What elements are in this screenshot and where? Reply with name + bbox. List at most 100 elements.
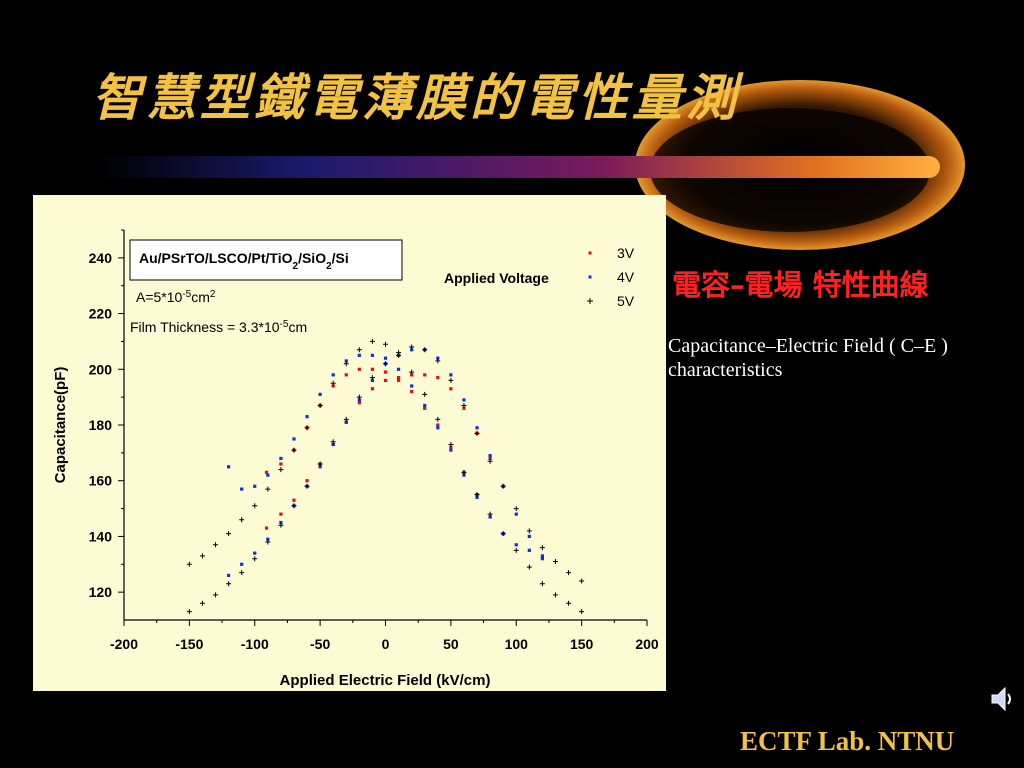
- area-annotation: A=5*10-5cm2: [136, 289, 216, 305]
- point-4v: [279, 456, 283, 461]
- point-5v: [539, 545, 545, 551]
- point-5v: [383, 341, 388, 347]
- point-5v: [552, 559, 558, 564]
- point-5v: [291, 447, 297, 453]
- point-5v: [566, 600, 572, 606]
- point-4v: [318, 392, 322, 396]
- point-4v: [396, 367, 401, 371]
- point-5v: [579, 578, 585, 584]
- point-3v: [423, 406, 427, 410]
- point-3v: [305, 479, 309, 483]
- point-5v: [448, 442, 454, 447]
- point-5v: [487, 458, 493, 464]
- point-4v: [449, 373, 453, 377]
- legend-marker-3v: [588, 251, 592, 255]
- point-4v: [266, 473, 270, 477]
- point-5v: [278, 467, 284, 473]
- legend-label-4v: 4V: [617, 269, 635, 285]
- point-5v: [265, 486, 271, 492]
- subtitle-english-line1: Capacitance–Electric Field ( C–E ): [668, 335, 948, 357]
- point-4v: [331, 373, 335, 377]
- point-4v: [449, 448, 453, 452]
- point-3v: [344, 373, 348, 377]
- point-5v: [317, 461, 323, 467]
- x-ticks: -200 -150 -100 -50 0 50 100 150 200: [110, 620, 659, 652]
- gradient-bar-shape: [95, 156, 940, 178]
- point-5v: [239, 517, 245, 523]
- y-tick-label: 200: [89, 361, 113, 377]
- point-4v: [240, 487, 244, 491]
- legend-marker-5v: [587, 298, 593, 304]
- point-5v: [239, 570, 245, 576]
- x-tick-label: 200: [635, 636, 659, 652]
- point-4v: [383, 356, 388, 360]
- point-5v: [186, 609, 192, 615]
- speaker-icon[interactable]: [988, 684, 1016, 714]
- point-4v: [357, 398, 361, 402]
- point-5v: [330, 439, 336, 445]
- x-axis-label: Applied Electric Field (kV/cm): [280, 672, 491, 689]
- point-5v: [461, 403, 467, 408]
- x-tick-label: -50: [310, 636, 330, 652]
- point-5v: [500, 531, 506, 537]
- x-tick-label: -200: [110, 636, 138, 652]
- point-4v: [344, 420, 348, 424]
- subtitle-english-line2: characteristics: [668, 359, 783, 381]
- point-3v: [383, 370, 388, 374]
- x-tick-label: 0: [382, 636, 390, 652]
- legend-marker-4v: [588, 275, 592, 279]
- x-tick-label: -100: [241, 636, 269, 652]
- point-5v: [409, 344, 415, 350]
- point-5v: [252, 556, 258, 562]
- point-5v: [513, 506, 519, 512]
- point-5v: [579, 609, 585, 615]
- point-4v: [279, 520, 283, 525]
- data-points: [186, 338, 585, 615]
- point-5v: [356, 347, 362, 353]
- point-3v: [279, 462, 283, 466]
- point-5v: [330, 380, 336, 386]
- point-4v: [344, 359, 348, 363]
- point-5v: [213, 592, 219, 598]
- point-4v: [305, 415, 309, 419]
- point-4v: [410, 348, 414, 352]
- footer-lab-name: ECTF Lab. NTNU: [740, 726, 955, 756]
- point-3v: [410, 373, 414, 377]
- point-5v: [448, 377, 454, 383]
- point-3v: [383, 378, 388, 383]
- point-5v: [199, 600, 205, 606]
- point-4v: [253, 484, 257, 488]
- point-5v: [396, 350, 402, 356]
- point-5v: [291, 503, 297, 509]
- point-5v: [199, 553, 205, 559]
- point-5v: [461, 469, 467, 475]
- point-3v: [462, 406, 466, 410]
- point-4v: [540, 554, 544, 558]
- point-4v: [370, 353, 375, 357]
- point-3v: [423, 373, 427, 377]
- point-4v: [514, 512, 518, 516]
- point-3v: [396, 378, 401, 383]
- point-3v: [488, 456, 492, 461]
- point-5v: [526, 564, 532, 570]
- point-4v: [475, 426, 479, 430]
- point-3v: [357, 367, 361, 371]
- point-5v: [552, 592, 558, 598]
- y-tick-label: 120: [89, 584, 113, 600]
- y-tick-label: 160: [89, 473, 113, 489]
- point-4v: [436, 356, 440, 360]
- point-5v: [226, 531, 232, 537]
- point-4v: [227, 465, 231, 469]
- point-5v: [487, 511, 493, 517]
- x-tick-label: 150: [570, 636, 594, 652]
- point-4v: [462, 473, 466, 477]
- point-5v: [539, 581, 545, 587]
- point-4v: [540, 557, 544, 561]
- point-4v: [527, 534, 531, 539]
- point-4v: [318, 465, 322, 469]
- y-ticks: 120 140 160 180 200 220 240: [89, 229, 124, 600]
- point-4v: [410, 384, 414, 388]
- point-5v: [566, 570, 572, 576]
- point-3v: [264, 470, 269, 474]
- subtitle-chinese: 電容–電場 特性曲線: [672, 268, 929, 302]
